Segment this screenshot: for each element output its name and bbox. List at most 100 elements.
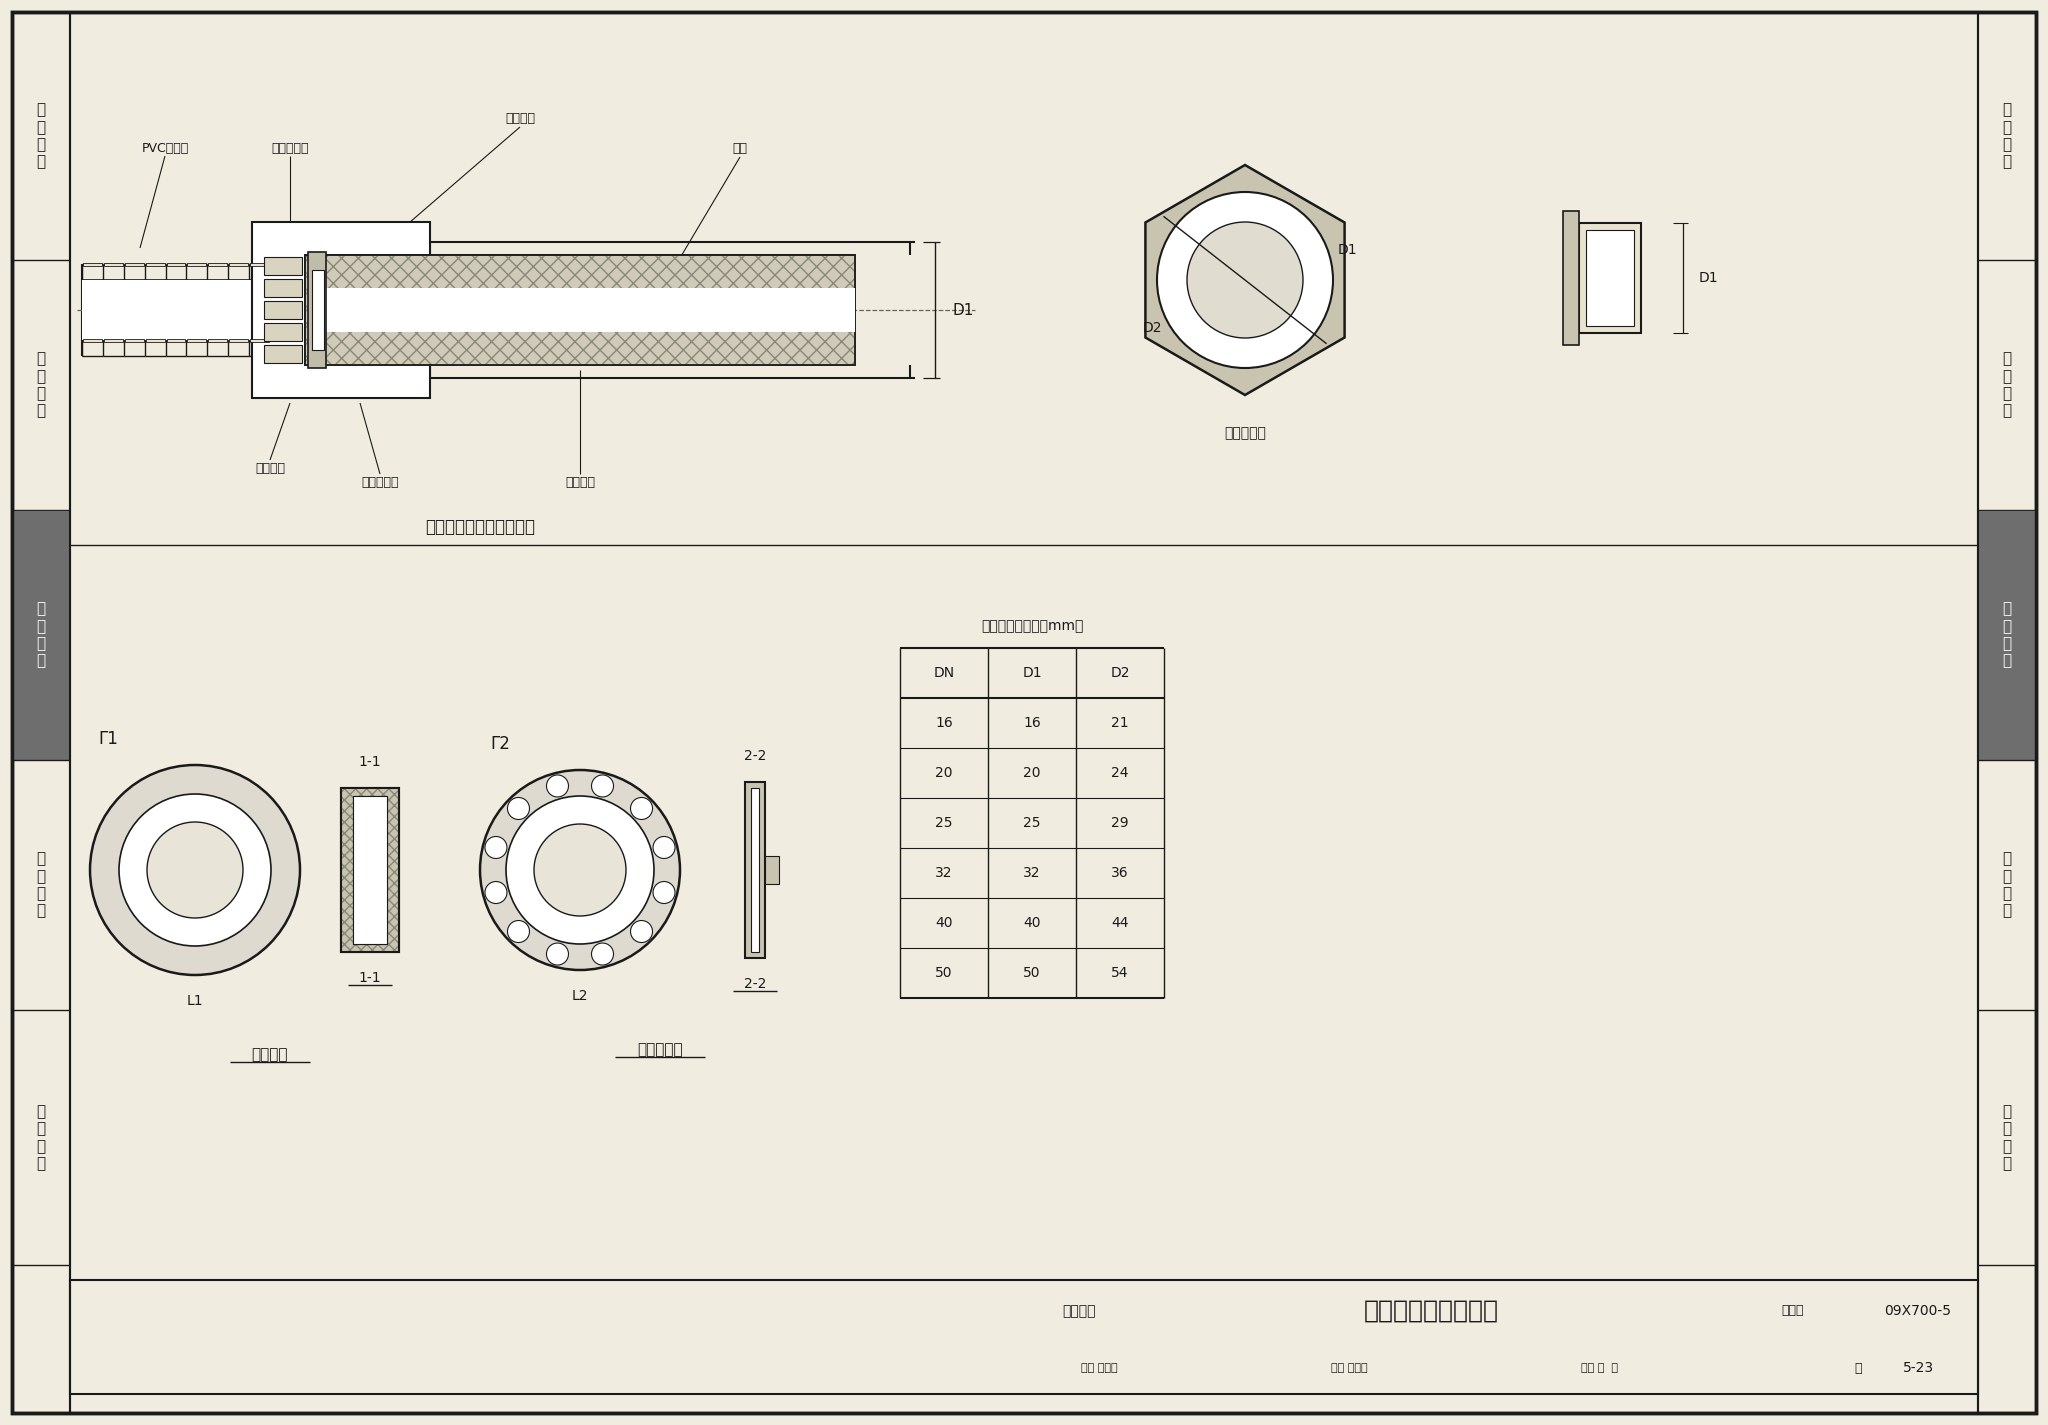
Text: L1: L1 [186,995,203,1007]
Text: D1: D1 [1022,665,1042,680]
Text: 设
备
安
装: 设 备 安 装 [2003,851,2011,919]
Text: 卡口螺帽: 卡口螺帽 [252,1047,289,1063]
Bar [252,222,430,398]
Text: PVC波纹管: PVC波纹管 [141,141,188,154]
Bar [1563,211,1579,345]
Text: 软硬塑料管连接安装: 软硬塑料管连接安装 [1364,1300,1499,1322]
Bar [166,264,186,266]
Circle shape [547,943,569,965]
Bar [250,264,268,266]
Text: D2: D2 [1110,665,1130,680]
Text: 缆线敷设: 缆线敷设 [1063,1304,1096,1318]
Text: 20: 20 [936,767,952,779]
Text: 16: 16 [936,715,952,730]
Text: 40: 40 [1024,916,1040,931]
Text: 09X700-5: 09X700-5 [1884,1304,1952,1318]
Circle shape [592,775,614,797]
Text: 54: 54 [1112,966,1128,980]
Bar [188,339,207,342]
Bar [307,252,326,368]
Bar [145,264,164,266]
Bar [342,788,399,952]
Bar [352,797,387,943]
Bar [104,339,123,342]
Circle shape [631,798,653,819]
Circle shape [592,943,614,965]
Polygon shape [1145,165,1346,395]
Circle shape [147,822,244,918]
Text: 1-1: 1-1 [358,755,381,770]
Text: 卡口螺帽: 卡口螺帽 [256,462,285,475]
Text: 20: 20 [1024,767,1040,779]
Bar [311,269,324,351]
Circle shape [485,882,508,903]
Bar [766,856,778,884]
Text: 16: 16 [1024,715,1040,730]
Bar [12,510,70,760]
Text: 32: 32 [936,866,952,881]
Text: 设计 陶  炜: 设计 陶 炜 [1581,1362,1618,1374]
Text: 入盒接头: 入盒接头 [506,111,535,124]
Text: 50: 50 [1024,966,1040,980]
Bar [229,339,248,342]
Text: 防
雷
接
地: 防 雷 接 地 [2003,1104,2011,1171]
Text: 图集号: 图集号 [1782,1304,1804,1318]
Circle shape [631,921,653,942]
Circle shape [119,794,270,946]
Text: 卡口接口尺寸表（mm）: 卡口接口尺寸表（mm） [981,618,1083,633]
Text: 软硬塑料管直管连接安装: 软硬塑料管直管连接安装 [426,519,535,536]
Text: 36: 36 [1112,866,1128,881]
Text: 44: 44 [1112,916,1128,931]
Text: D1: D1 [1337,244,1358,256]
Text: 防
雷
接
地: 防 雷 接 地 [37,1104,45,1171]
Text: 页: 页 [1853,1361,1862,1375]
Text: 卡口短接口: 卡口短接口 [360,476,399,489]
Bar [264,323,301,341]
Circle shape [535,824,627,916]
Bar [125,339,143,342]
Text: 校对 张继春: 校对 张继春 [1331,1362,1368,1374]
Text: 硬塑料管: 硬塑料管 [565,476,596,489]
Text: 机
房
工
程: 机 房 工 程 [37,103,45,170]
Text: 5-23: 5-23 [1903,1361,1933,1375]
Bar [752,788,760,952]
Text: 卡口短接口: 卡口短接口 [1225,426,1266,440]
Circle shape [479,770,680,970]
Bar [342,788,399,952]
Bar [209,339,227,342]
Text: Γ1: Γ1 [98,730,119,748]
Bar [125,264,143,266]
Bar [305,255,854,365]
Text: DN: DN [934,665,954,680]
Bar [264,279,301,296]
Circle shape [485,836,508,858]
Bar [70,1280,1978,1394]
Text: 缆
线
敷
设: 缆 线 敷 设 [2003,601,2011,668]
Bar [264,301,301,319]
Bar [188,264,207,266]
Bar [264,345,301,363]
Text: 审核 李兴能: 审核 李兴能 [1081,1362,1118,1374]
Bar [305,255,854,365]
Bar [84,339,102,342]
Bar [84,264,102,266]
Circle shape [508,921,530,942]
Text: 缆
线
敷
设: 缆 线 敷 设 [37,601,45,668]
Text: 供
电
电
源: 供 电 电 源 [37,352,45,419]
Bar [313,288,854,332]
Text: 40: 40 [936,916,952,931]
Text: 24: 24 [1112,767,1128,779]
Text: 50: 50 [936,966,952,980]
Circle shape [653,882,676,903]
Circle shape [653,836,676,858]
Text: D1: D1 [1700,271,1718,285]
Circle shape [90,765,299,975]
Text: 2-2: 2-2 [743,978,766,990]
Bar [209,264,227,266]
Text: 供
电
电
源: 供 电 电 源 [2003,352,2011,419]
Bar [145,339,164,342]
Bar [342,788,399,952]
Text: 2-2: 2-2 [743,750,766,762]
Text: 1-1: 1-1 [358,970,381,985]
Bar [104,264,123,266]
